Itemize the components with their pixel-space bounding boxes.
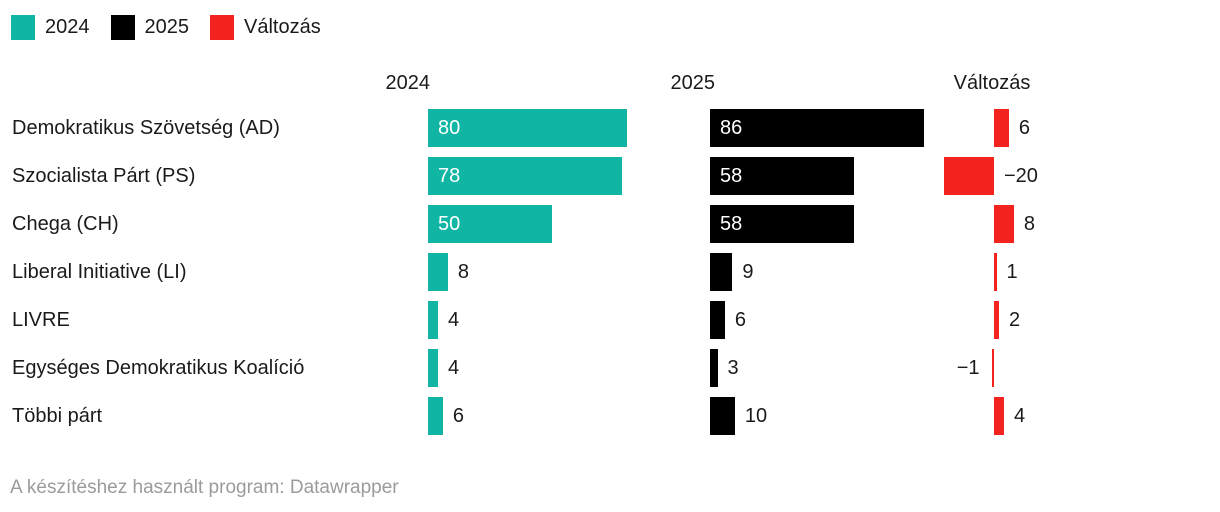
bar-change [994, 205, 1014, 243]
row-label: Többi párt [12, 405, 103, 427]
row-label: Liberal Initiative (LI) [12, 261, 187, 283]
bar-2024-value: 8 [457, 261, 470, 283]
bar-2024 [428, 301, 438, 339]
bar-2024 [428, 205, 553, 243]
bar-change [994, 397, 1004, 435]
row-label: Egységes Demokratikus Koalíció [12, 357, 305, 379]
bar-2024-value: 80 [438, 117, 461, 139]
bar-2024 [428, 253, 448, 291]
bar-2025-value: 58 [720, 213, 743, 235]
bar-change [994, 109, 1009, 147]
legend-item-2024: 2024 [11, 15, 90, 40]
row-label: Szocialista Párt (PS) [12, 165, 196, 187]
bar-2025-value: 9 [742, 261, 754, 283]
legend-label-2025: 2025 [144, 16, 190, 38]
bar-change [994, 301, 999, 339]
legend-swatch-2024 [11, 15, 35, 40]
bar-2025 [710, 349, 718, 387]
bar-2025 [710, 397, 735, 435]
bar-change-value: −1 [956, 357, 980, 379]
bar-2024-value: 78 [438, 165, 461, 187]
column-header-2024: 2024 [385, 72, 431, 94]
footer-attribution: A készítéshez használt program: Datawrap… [10, 477, 399, 498]
row-label: Demokratikus Szövetség (AD) [12, 117, 280, 139]
legend: 2024 2025 Változás [11, 15, 321, 40]
bar-2024-value: 6 [452, 405, 465, 427]
bar-change-value: −20 [1004, 165, 1038, 187]
bar-2025 [710, 205, 855, 243]
legend-label-2024: 2024 [45, 16, 90, 38]
legend-item-2025: 2025 [110, 15, 190, 40]
legend-swatch-2025 [110, 15, 135, 40]
bar-2025-value: 6 [734, 309, 747, 331]
row-label: LIVRE [12, 309, 70, 331]
legend-swatch-valtozas [210, 15, 234, 40]
row-label: Chega (CH) [12, 213, 119, 235]
bar-change [991, 349, 994, 387]
bar-2025 [710, 301, 725, 339]
bar-2024-value: 4 [447, 357, 460, 379]
bar-2024 [428, 349, 438, 387]
bar-2025-value: 86 [720, 117, 743, 139]
bar-change [994, 253, 997, 291]
bar-2025 [710, 253, 733, 291]
bar-2025 [710, 157, 855, 195]
bar-change-value: 2 [1008, 309, 1021, 331]
bar-2025-value: 3 [727, 357, 739, 379]
bar-2024 [428, 157, 622, 195]
column-header-2025: 2025 [670, 72, 716, 94]
bar-change-value: 4 [1013, 405, 1026, 427]
legend-label-valtozas: Változás [244, 16, 321, 38]
bar-2024-value: 50 [438, 213, 461, 235]
bar-2024-value: 4 [447, 309, 460, 331]
bar-change-value: 6 [1018, 117, 1031, 139]
column-header-valtozas: Változás [953, 72, 1031, 94]
bar-2024 [428, 109, 627, 147]
bar-2025-value: 58 [720, 165, 743, 187]
bar-2025 [710, 109, 924, 147]
bar-2025-value: 10 [744, 405, 768, 427]
bar-change-value: 8 [1023, 213, 1036, 235]
bar-2024 [428, 397, 443, 435]
bar-change [944, 157, 995, 195]
bar-change-value: 1 [1006, 261, 1018, 283]
legend-item-valtozas: Változás [210, 15, 321, 40]
